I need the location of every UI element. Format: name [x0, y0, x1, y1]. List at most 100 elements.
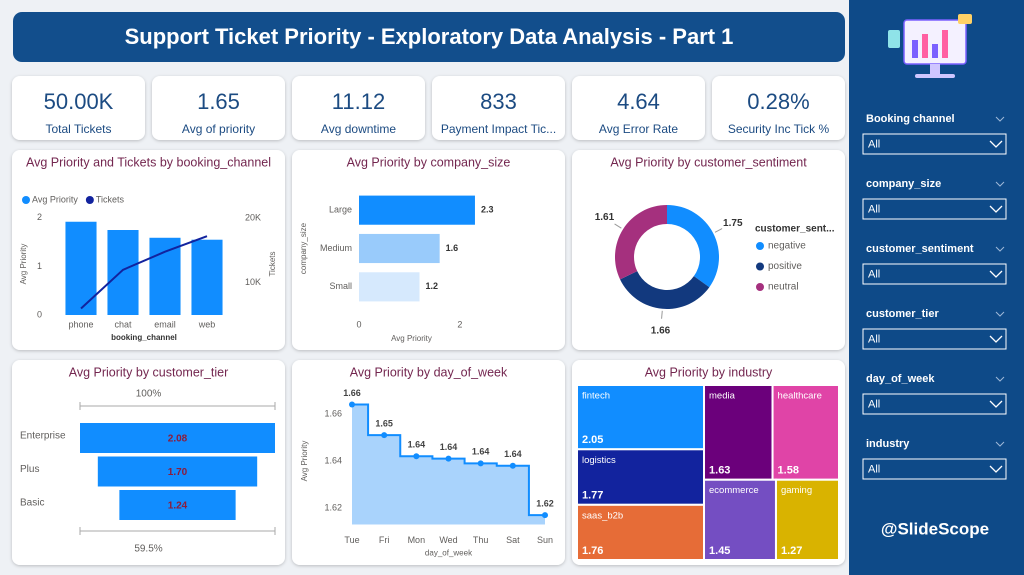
tile-label: fintech	[582, 391, 610, 402]
kpi-label: Avg of priority	[182, 122, 255, 136]
legend-marker	[756, 262, 764, 271]
leader-line	[661, 310, 663, 319]
funnel-axis	[79, 402, 276, 410]
leader-line	[614, 223, 622, 229]
data-label: 1.62	[536, 498, 554, 508]
icon-bar	[912, 40, 918, 58]
x-tick-label: 0	[356, 319, 361, 329]
y-tick-label: 1.66	[324, 408, 342, 418]
y2-tick-label: 20K	[245, 213, 261, 223]
funnel-bar	[97, 456, 258, 487]
kpi-value: 833	[480, 89, 517, 114]
legend-label: Avg Priority	[32, 194, 78, 204]
dropdown-value[interactable]: All	[868, 203, 880, 215]
chart-title: Avg Priority by customer_tier	[69, 365, 229, 379]
legend-label: positive	[768, 261, 802, 272]
point	[349, 401, 355, 408]
page-title: Support Ticket Priority - Exploratory Da…	[125, 24, 734, 49]
chart-title: Avg Priority and Tickets by booking_chan…	[26, 155, 271, 169]
dropdown-chevron[interactable]	[989, 270, 1003, 278]
point	[445, 455, 452, 462]
point	[542, 512, 548, 519]
kpi-value: 1.65	[197, 89, 240, 114]
brand: @SlideScope	[881, 519, 989, 538]
data-label: 1.64	[472, 447, 490, 457]
chart-title: Avg Priority by customer_sentiment	[610, 155, 807, 169]
illustration	[888, 14, 972, 78]
y-axis-title: company_size	[299, 222, 308, 274]
dropdown-value[interactable]: All	[868, 333, 880, 345]
area	[352, 404, 545, 525]
filter-dropdown[interactable]: All	[862, 328, 1007, 350]
legend-label: Tickets	[96, 194, 125, 204]
dropdown-value[interactable]: All	[868, 398, 880, 410]
x-tick-label: Mon	[408, 535, 426, 545]
tile-value: 1.27	[781, 545, 802, 557]
bar	[359, 195, 475, 225]
kpi-value: 11.12	[332, 89, 385, 114]
filter-label: industry	[866, 438, 910, 450]
icon-bar	[942, 30, 948, 58]
filter-label: company_size	[866, 178, 941, 190]
dropdown-chevron[interactable]	[989, 335, 1003, 343]
dropdown-chevron[interactable]	[989, 140, 1003, 148]
filter-dropdown[interactable]: All	[862, 133, 1007, 155]
dropdown-box[interactable]	[862, 393, 1007, 415]
dropdown-chevron[interactable]	[989, 205, 1003, 213]
icon-card	[958, 14, 972, 24]
card	[712, 76, 845, 140]
bar	[149, 237, 181, 315]
card	[572, 76, 705, 140]
icon-card	[888, 30, 900, 48]
donut-slice	[667, 205, 719, 288]
dropdown-box[interactable]	[862, 263, 1007, 285]
data-label: 1.75	[723, 218, 743, 229]
data-label: 1.64	[408, 440, 426, 450]
bar	[191, 239, 223, 315]
kpi-label: Avg downtime	[321, 122, 396, 136]
x-tick-label: phone	[68, 319, 93, 329]
dropdown-box[interactable]	[862, 328, 1007, 350]
kpi-label: Avg Error Rate	[599, 122, 678, 136]
dropdown-chevron[interactable]	[989, 400, 1003, 408]
card	[12, 76, 145, 140]
bar	[107, 230, 139, 315]
filter-dropdown[interactable]: All	[862, 458, 1007, 480]
data-label: 1.70	[168, 467, 188, 478]
filter-dropdown[interactable]: All	[862, 393, 1007, 415]
dropdown-value[interactable]: All	[868, 268, 880, 280]
dropdown-box[interactable]	[862, 133, 1007, 155]
dropdown-chevron[interactable]	[989, 465, 1003, 473]
filter-dropdown[interactable]: All	[862, 198, 1007, 220]
dropdown-box[interactable]	[862, 458, 1007, 480]
x-tick-label: email	[154, 319, 176, 329]
filter-label: customer_sentiment	[866, 243, 974, 255]
card	[432, 76, 565, 140]
chart-title: Avg Priority by company_size	[347, 155, 511, 169]
filter-dropdown[interactable]: All	[862, 263, 1007, 285]
data-label: 1.64	[504, 449, 522, 459]
tile-value: 1.77	[582, 490, 603, 502]
x-axis-title: booking_channel	[111, 333, 177, 342]
dropdown-value[interactable]: All	[868, 138, 880, 150]
filter-chevron	[995, 376, 1005, 382]
legend-label: negative	[768, 241, 806, 252]
point	[413, 453, 420, 460]
filter-chevron	[995, 246, 1005, 252]
dropdown-value[interactable]: All	[868, 463, 880, 475]
kpi-label: Payment Impact Tic...	[441, 122, 556, 136]
data-label: 1.65	[375, 419, 393, 429]
treemap-tile	[774, 478, 840, 562]
y-tick-label: 1.64	[324, 455, 342, 465]
filter-label: customer_tier	[866, 308, 939, 320]
data-label: 1.61	[595, 212, 615, 223]
tile-value: 1.45	[709, 545, 730, 557]
category-label: Basic	[20, 498, 44, 509]
kpi-label: Total Tickets	[45, 122, 111, 136]
x-axis-title: day_of_week	[425, 549, 473, 558]
kpi-value: 4.64	[617, 89, 660, 114]
x-tick-label: Wed	[439, 535, 457, 545]
dropdown-box[interactable]	[862, 198, 1007, 220]
